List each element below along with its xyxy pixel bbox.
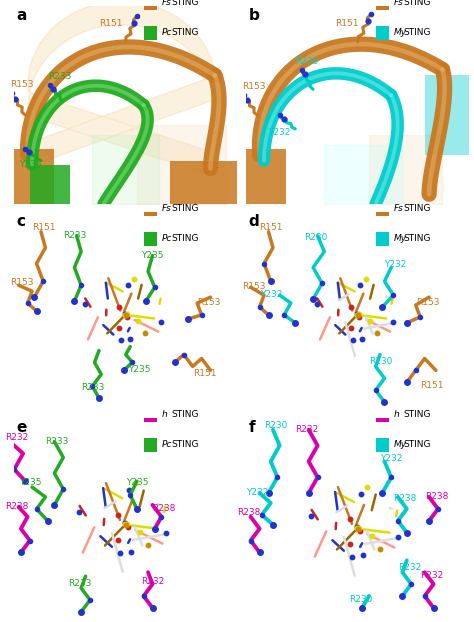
Text: STING: STING [172,410,199,419]
Text: My: My [393,234,407,243]
Bar [375,232,389,246]
Text: R151: R151 [420,381,444,390]
Bar [144,438,157,452]
Text: Y232: Y232 [380,455,402,463]
Text: a: a [17,8,27,23]
Text: e: e [17,420,27,435]
Bar [375,0,389,10]
Text: STING: STING [403,440,431,448]
Text: R238: R238 [237,508,261,517]
Text: Pc: Pc [162,234,172,243]
Text: R230: R230 [295,57,319,65]
Text: R230: R230 [264,420,287,430]
Text: R153: R153 [416,298,439,307]
Text: R238: R238 [5,502,28,511]
Text: Y232: Y232 [246,488,269,497]
FancyBboxPatch shape [425,75,469,155]
Bar [144,26,157,40]
Text: R238: R238 [393,494,417,503]
Text: Y235: Y235 [141,251,164,259]
Bar [375,438,389,452]
Text: STING: STING [403,234,431,243]
Text: Y232: Y232 [268,128,291,137]
Text: Pc: Pc [162,440,172,448]
FancyBboxPatch shape [30,165,70,204]
Bar [144,0,157,10]
FancyBboxPatch shape [170,160,237,204]
Text: Y235: Y235 [126,478,148,487]
Text: STING: STING [172,204,199,213]
Text: STING: STING [172,28,199,37]
Text: STING: STING [403,410,431,419]
Text: R232: R232 [295,425,319,434]
Text: R233: R233 [68,579,91,588]
Text: R153: R153 [242,82,265,91]
Text: Y232: Y232 [260,290,282,299]
Text: h: h [393,410,399,419]
Text: My: My [393,440,407,448]
Text: Pc: Pc [162,28,172,37]
Text: R232: R232 [398,564,421,572]
Text: R232: R232 [420,571,444,580]
Text: R233: R233 [81,383,104,392]
FancyBboxPatch shape [14,149,55,204]
Bar [144,232,157,246]
Text: Y235: Y235 [18,478,41,487]
Text: R151: R151 [99,19,122,28]
Bar [375,202,389,216]
Text: R153: R153 [242,282,265,291]
Text: R232: R232 [5,433,28,442]
Text: f: f [248,420,255,435]
Text: My: My [393,28,407,37]
Text: R230: R230 [349,595,372,604]
Text: R151: R151 [260,223,283,232]
Text: d: d [248,214,259,229]
Text: b: b [248,8,259,23]
Text: STING: STING [403,28,431,37]
Text: R232: R232 [141,577,164,586]
Text: R153: R153 [10,278,33,287]
Text: R233: R233 [48,72,71,81]
FancyBboxPatch shape [246,149,286,204]
Text: R233: R233 [46,437,69,445]
Bar [375,26,389,40]
Text: R230: R230 [369,358,392,366]
Bar [144,408,157,422]
Bar [375,408,389,422]
Text: Fs: Fs [393,204,403,213]
Text: STING: STING [172,440,199,448]
Text: Y235: Y235 [18,159,41,169]
Text: Fs: Fs [162,204,171,213]
Text: c: c [17,214,26,229]
Text: STING: STING [172,0,199,7]
Text: R238: R238 [153,504,176,513]
Text: Fs: Fs [393,0,403,7]
Text: Y232: Y232 [384,261,407,269]
Text: Y235: Y235 [128,365,150,374]
Text: h: h [162,410,167,419]
Text: R238: R238 [425,492,448,501]
Text: STING: STING [403,0,431,7]
Text: R153: R153 [197,298,220,307]
Text: R151: R151 [192,369,216,378]
Text: R151: R151 [32,223,55,232]
Text: R153: R153 [10,80,33,90]
Text: STING: STING [172,234,199,243]
Text: R151: R151 [336,19,359,28]
Bar [144,202,157,216]
Text: STING: STING [403,204,431,213]
Text: Fs: Fs [162,0,171,7]
Text: R230: R230 [304,233,328,242]
Text: R233: R233 [64,231,87,239]
